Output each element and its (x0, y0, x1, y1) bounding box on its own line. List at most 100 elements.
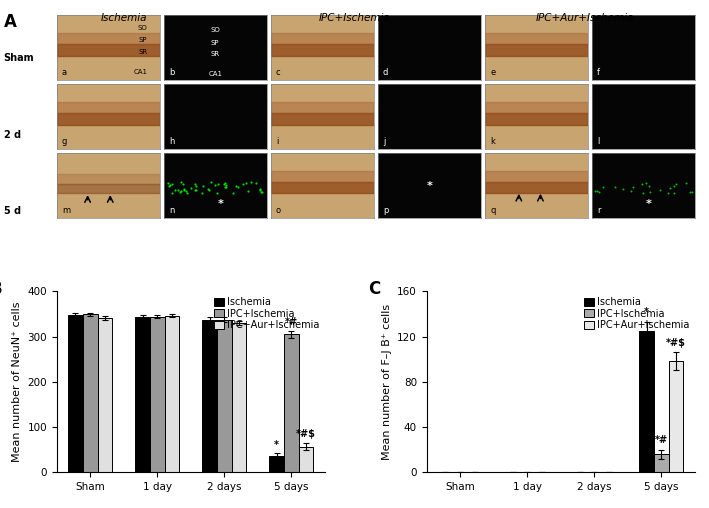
Text: CA1: CA1 (133, 70, 147, 76)
Bar (485, 103, 588, 113)
Bar (57, 103, 160, 113)
Text: SO: SO (138, 25, 147, 31)
Point (164, 181, 176, 189)
Bar (150, 316, 164, 472)
Point (654, 186, 666, 194)
Point (172, 185, 184, 194)
Bar (83, 314, 98, 472)
Text: Ischemia: Ischemia (101, 13, 147, 23)
Point (197, 182, 208, 190)
Text: r: r (597, 206, 601, 215)
Bar (485, 171, 588, 182)
Bar (269, 456, 284, 472)
Y-axis label: Mean number of NeuN⁺ cells: Mean number of NeuN⁺ cells (12, 302, 22, 462)
Point (254, 185, 265, 194)
Point (686, 188, 698, 196)
Point (166, 180, 177, 188)
Point (212, 180, 223, 188)
Bar (485, 113, 588, 124)
Text: b: b (169, 68, 174, 77)
Bar (98, 318, 112, 472)
Text: g: g (62, 137, 67, 146)
Bar (68, 315, 83, 472)
Point (589, 187, 601, 195)
Point (250, 179, 262, 187)
Text: j: j (383, 137, 386, 146)
Text: c: c (276, 68, 281, 77)
Bar (57, 184, 160, 194)
Text: *: * (274, 440, 279, 450)
Point (178, 185, 189, 193)
Text: *: * (426, 181, 432, 190)
Point (238, 180, 249, 188)
Point (254, 186, 265, 194)
Point (255, 188, 267, 196)
Text: *#: *# (285, 317, 298, 327)
Point (162, 179, 174, 187)
Point (164, 182, 175, 190)
Point (176, 178, 187, 186)
Point (220, 181, 232, 189)
Text: d: d (383, 68, 389, 77)
Text: o: o (276, 206, 281, 215)
Point (189, 180, 201, 188)
Point (640, 178, 652, 186)
Text: IPC+Aur+Ischemia: IPC+Aur+Ischemia (536, 13, 634, 23)
Bar (298, 447, 313, 472)
Point (177, 180, 189, 188)
Text: n: n (169, 206, 174, 215)
Text: 2 d: 2 d (4, 130, 21, 140)
Text: *: * (218, 199, 223, 209)
Text: q: q (490, 206, 496, 215)
Point (219, 183, 230, 191)
Bar (135, 317, 150, 472)
Point (196, 188, 208, 197)
Text: 5 d: 5 d (4, 206, 21, 216)
Text: k: k (490, 137, 495, 146)
Point (593, 188, 604, 197)
Bar (271, 113, 374, 124)
Text: *#: *# (654, 435, 668, 445)
Point (591, 187, 603, 195)
Point (664, 184, 676, 192)
Bar (654, 454, 669, 472)
Text: *#$: *#$ (666, 338, 686, 348)
Text: *: * (646, 199, 652, 209)
Point (189, 186, 200, 194)
Point (218, 180, 230, 188)
Bar (485, 34, 588, 44)
Legend: Ischemia, IPC+Ischemia, IPC+Aur+Ischemia: Ischemia, IPC+Ischemia, IPC+Aur+Ischemia (583, 296, 690, 331)
Text: A: A (4, 13, 16, 30)
Y-axis label: Mean number of F–J B⁺ cells: Mean number of F–J B⁺ cells (381, 304, 391, 460)
Point (669, 189, 680, 197)
Bar (57, 113, 160, 124)
Bar (271, 103, 374, 113)
Point (643, 182, 654, 190)
Bar (217, 320, 232, 472)
Bar (271, 44, 374, 55)
Text: C: C (368, 280, 380, 298)
Bar (57, 174, 160, 184)
Point (220, 179, 231, 187)
Point (181, 189, 192, 197)
Point (637, 180, 648, 188)
Text: CA1: CA1 (208, 71, 222, 77)
Bar (202, 320, 217, 472)
Text: m: m (62, 206, 70, 215)
Text: a: a (62, 68, 67, 77)
Text: i: i (276, 137, 279, 146)
Point (228, 188, 239, 197)
Point (209, 181, 220, 189)
Point (220, 183, 232, 191)
Point (684, 187, 696, 196)
Point (662, 188, 674, 197)
Point (670, 180, 681, 188)
Point (174, 188, 185, 196)
Point (190, 186, 201, 195)
Legend: Ischemia, IPC+Ischemia, IPC+Aur+Ischemia: Ischemia, IPC+Ischemia, IPC+Aur+Ischemia (213, 296, 320, 331)
Point (627, 183, 639, 191)
Bar (485, 44, 588, 55)
Point (668, 182, 679, 190)
Point (598, 183, 609, 191)
Bar (271, 171, 374, 182)
